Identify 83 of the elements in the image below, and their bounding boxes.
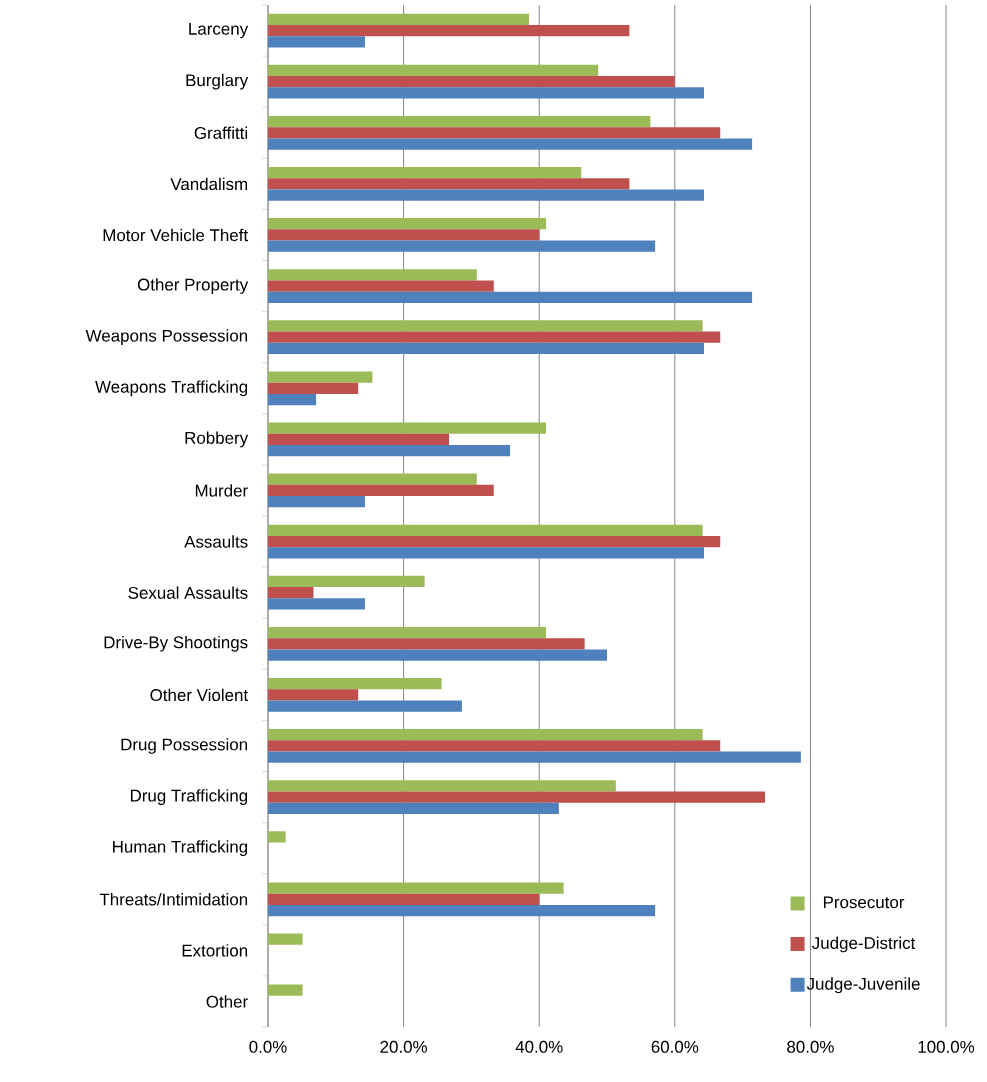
bar (268, 626, 546, 639)
bar (268, 76, 675, 88)
bar (268, 229, 540, 241)
bar (268, 64, 599, 77)
bar (268, 167, 582, 179)
bar (268, 933, 303, 945)
bar (268, 524, 703, 536)
bar (268, 371, 373, 383)
y-tick-label: Burglary (186, 73, 249, 90)
y-tick-label: Human Trafficking (113, 840, 248, 857)
bar (268, 189, 704, 201)
x-tick-label: 100.0% (918, 1040, 975, 1053)
bar (268, 831, 286, 843)
y-tick-label: Sexual Assaults (128, 586, 248, 599)
y-tick-label: Threats/Intimidation (99, 893, 248, 906)
bar (268, 218, 546, 230)
bar (268, 382, 359, 394)
bar (268, 127, 721, 139)
bar (268, 587, 314, 599)
x-tick-label: 60.0% (651, 1040, 699, 1053)
y-tick-label: Weapons Possession (85, 329, 248, 346)
bar (268, 473, 477, 485)
y-tick-label: Assaults (184, 535, 248, 548)
bar (268, 638, 585, 650)
bar (268, 433, 450, 445)
legend-label: Judge-District (812, 936, 916, 953)
y-tick-label: Weapons Trafficking (95, 380, 248, 397)
bar (268, 87, 704, 99)
bar (268, 320, 703, 332)
y-tick-label: Motor Vehicle Theft (103, 228, 248, 242)
y-tick-label: Other Violent (150, 688, 249, 702)
bar (268, 700, 462, 712)
legend-label: Judge-Juvenile (806, 977, 920, 994)
x-tick-label: 80.0% (787, 1040, 834, 1053)
bar (268, 791, 765, 803)
y-tick-label: Graffitti (194, 126, 248, 139)
bar (268, 598, 365, 610)
y-tick-label: Drug Possession (121, 738, 248, 754)
x-tick-label: 40.0% (515, 1040, 563, 1053)
bar (268, 535, 721, 548)
y-tick-label: Other Property (137, 278, 249, 294)
y-tick-label: Murder (195, 484, 248, 497)
bar (268, 882, 564, 894)
bar (268, 547, 704, 559)
bar (268, 751, 801, 763)
y-tick-label: Drug Trafficking (130, 789, 248, 805)
bar (268, 291, 753, 303)
bar (268, 178, 630, 190)
bar (268, 240, 656, 252)
bar (268, 678, 442, 690)
bar (268, 649, 607, 661)
y-tick-label: Larceny (189, 22, 249, 39)
y-tick-label: Drive-By Shootings (104, 635, 248, 652)
bar (268, 331, 721, 343)
bar (268, 496, 365, 508)
bar (268, 24, 630, 37)
x-tick-label: 20.0% (380, 1040, 427, 1053)
y-tick-label: Robbery (185, 431, 249, 448)
bar (268, 740, 721, 752)
bar (268, 393, 317, 406)
bar (268, 729, 703, 741)
bar (268, 893, 540, 905)
bar (268, 138, 753, 150)
y-tick-label: Other (206, 995, 248, 1008)
bar (268, 689, 359, 701)
bar (268, 36, 365, 48)
y-tick-label: Extortion (182, 944, 248, 957)
x-tick-label: 0.0% (249, 1040, 287, 1053)
bar (268, 13, 530, 25)
bar (268, 780, 616, 792)
bar (268, 269, 477, 281)
bar (268, 444, 511, 457)
bar (268, 984, 303, 996)
bar (268, 575, 425, 588)
bar (268, 484, 494, 497)
bar (268, 280, 494, 292)
bar (268, 802, 559, 814)
bar (268, 115, 651, 128)
y-tick-label: Vandalism (170, 177, 248, 191)
bar (268, 342, 704, 355)
bar (268, 904, 656, 917)
legend-label: Prosecutor (823, 896, 905, 909)
bar (268, 422, 546, 434)
